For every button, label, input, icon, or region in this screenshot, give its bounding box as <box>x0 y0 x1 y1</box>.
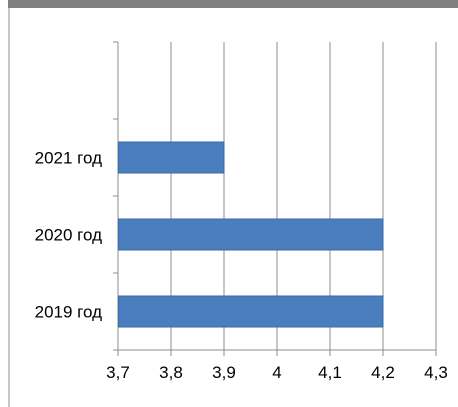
x-tick-label: 4 <box>272 363 281 382</box>
frame-left-border <box>8 8 10 407</box>
bars <box>118 141 384 328</box>
y-tick-label: 2019 год <box>35 303 102 322</box>
x-tick-label: 4,3 <box>424 363 448 382</box>
x-tick-label: 4,2 <box>371 363 395 382</box>
y-tick-label: 2020 год <box>35 226 102 245</box>
bar <box>118 141 225 174</box>
x-tick-label: 3,8 <box>159 363 183 382</box>
tick-labels: 3,7 3,8 3,9 4 4,1 4,2 4,3 2021 год 2020 год 2019 … <box>35 149 448 383</box>
x-tick-label: 3,7 <box>106 363 130 382</box>
x-tick-label: 3,9 <box>212 363 236 382</box>
y-tick-label: 2021 год <box>35 149 102 168</box>
bar <box>118 218 384 251</box>
frame-top-border <box>8 0 458 8</box>
bar <box>118 295 384 328</box>
x-tick-label: 4,1 <box>318 363 342 382</box>
